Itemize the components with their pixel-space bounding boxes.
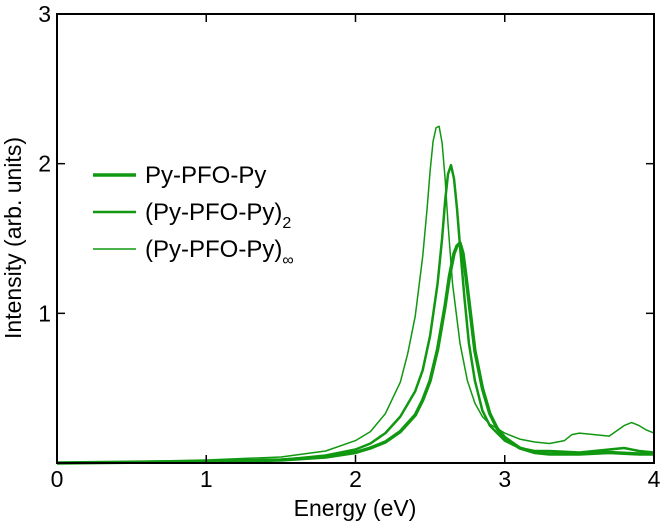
legend-label-py-pfo-py: Py-PFO-Py (145, 162, 266, 189)
plot-background (57, 14, 654, 463)
plot-frame (56, 13, 655, 464)
y-tick-label: 2 (38, 151, 51, 177)
legend-label-py-pfo-py-inf: (Py-PFO-Py)∞ (145, 236, 294, 269)
legend-label-py-pfo-py-2: (Py-PFO-Py)2 (145, 199, 291, 232)
legend-label-py-pfo-py-inf-sub: ∞ (282, 252, 293, 269)
series-line-2 (56, 125, 655, 464)
x-tick-label: 3 (498, 466, 511, 492)
series-layer (56, 125, 655, 465)
x-tick-label: 0 (51, 466, 64, 492)
y-axis-title: Intensity (arb. units) (0, 137, 26, 339)
legend-label-py-pfo-py-inf-main: (Py-PFO-Py) (145, 236, 282, 263)
tick-layer: 0 1 2 3 4 1 2 3 (38, 1, 660, 492)
x-tick-label: 1 (200, 466, 213, 492)
series-line-1 (56, 163, 655, 465)
legend-label-py-pfo-py-2-sub: 2 (282, 215, 291, 232)
y-tick-label: 3 (38, 1, 51, 27)
y-tick-label: 1 (38, 300, 51, 326)
x-tick-label: 4 (648, 466, 661, 492)
legend: Py-PFO-Py (Py-PFO-Py)2 (Py-PFO-Py)∞ (93, 162, 294, 269)
x-tick-label: 2 (349, 466, 362, 492)
x-axis-title: Energy (eV) (294, 495, 417, 521)
legend-label-py-pfo-py-2-main: (Py-PFO-Py) (145, 199, 282, 226)
